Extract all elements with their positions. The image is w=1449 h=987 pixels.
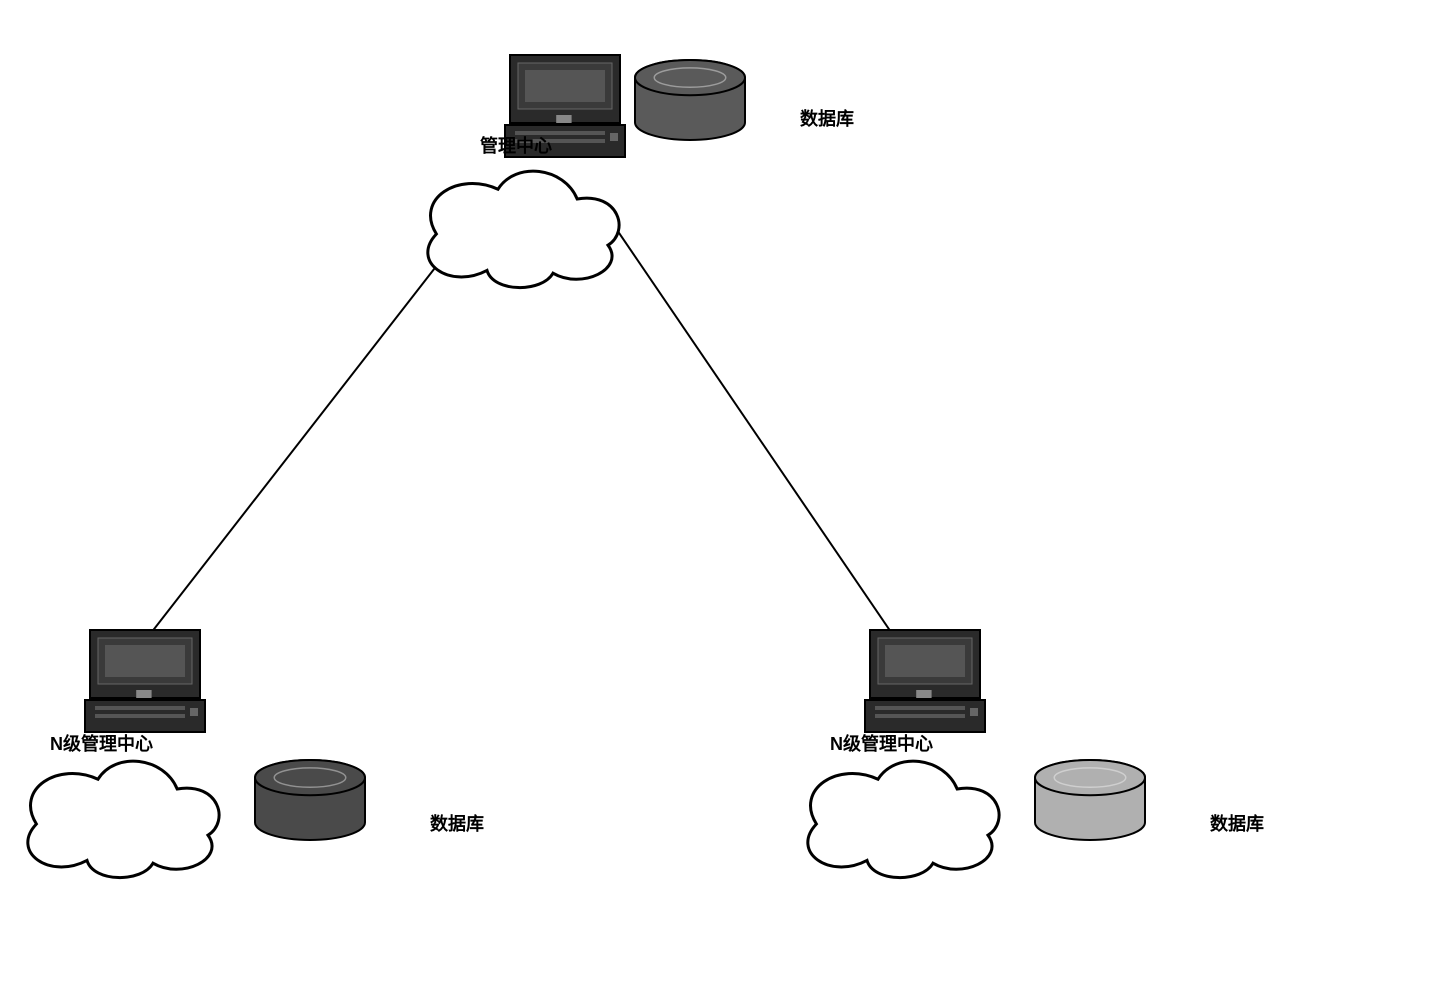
db-label-right: 数据库	[1210, 810, 1264, 836]
node-label-top: 管理中心	[480, 132, 552, 158]
db-label-top: 数据库	[800, 105, 854, 131]
edge-top-to-left	[130, 210, 480, 660]
computer-icon	[865, 630, 985, 732]
node-label-right: N级管理中心	[830, 730, 933, 756]
database-icon	[255, 760, 365, 840]
edge-top-to-right	[600, 205, 910, 660]
cloud-icon	[428, 171, 619, 287]
cloud-icon	[808, 761, 999, 877]
database-icon	[1035, 760, 1145, 840]
cloud-icon	[28, 761, 219, 877]
db-label-left: 数据库	[430, 810, 484, 836]
computer-icon	[85, 630, 205, 732]
diagram-canvas	[0, 0, 1449, 987]
database-icon	[635, 60, 745, 140]
node-top-center	[428, 55, 745, 288]
node-label-left: N级管理中心	[50, 730, 153, 756]
